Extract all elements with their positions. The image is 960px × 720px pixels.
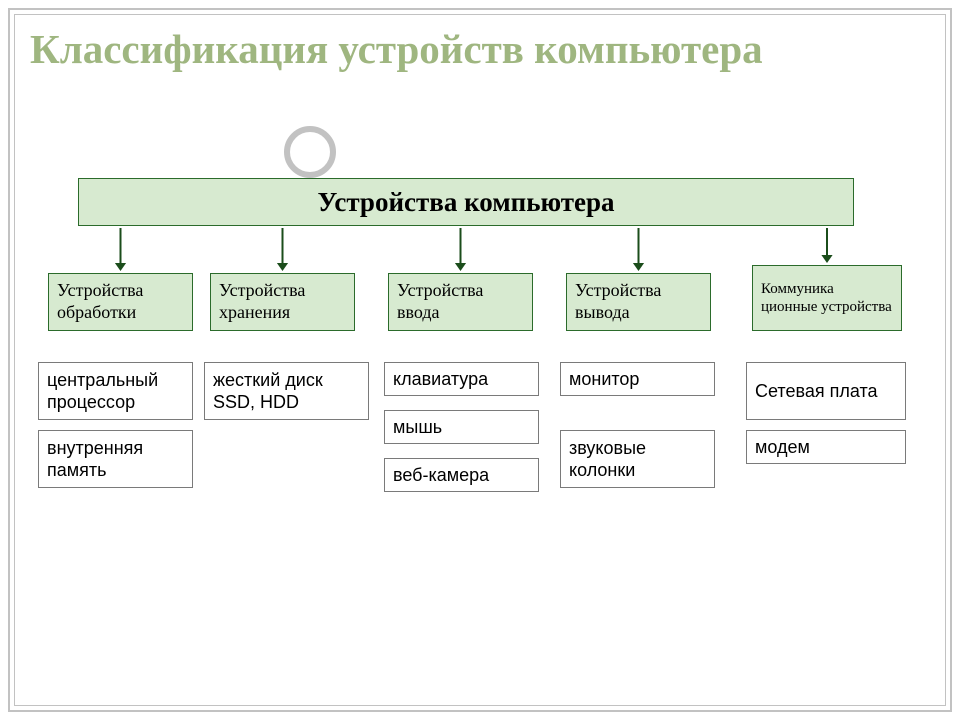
category-node: Коммуника ционные устройства	[752, 265, 902, 331]
item-label: модем	[755, 436, 810, 459]
circle-decoration	[284, 126, 336, 178]
category-node: Устройства ввода	[388, 273, 533, 331]
item-node: мышь	[384, 410, 539, 444]
item-label: Сетевая плата	[755, 380, 878, 403]
item-node: звуковые колонки	[560, 430, 715, 488]
item-label: звуковые колонки	[569, 437, 706, 482]
category-label: Устройства вывода	[575, 280, 702, 323]
item-node: модем	[746, 430, 906, 464]
inner-frame	[14, 14, 946, 706]
category-node: Устройства обработки	[48, 273, 193, 331]
item-node: монитор	[560, 362, 715, 396]
category-node: Устройства вывода	[566, 273, 711, 331]
item-label: внутренняя память	[47, 437, 184, 482]
item-node: Сетевая плата	[746, 362, 906, 420]
item-label: монитор	[569, 368, 639, 391]
item-node: внутренняя память	[38, 430, 193, 488]
slide-title: Классификация устройств компьютера	[30, 26, 763, 73]
category-node: Устройства хранения	[210, 273, 355, 331]
item-node: клавиатура	[384, 362, 539, 396]
root-label: Устройства компьютера	[317, 187, 614, 218]
item-label: мышь	[393, 416, 442, 439]
category-label: Устройства обработки	[57, 280, 184, 323]
item-label: клавиатура	[393, 368, 488, 391]
category-label: Устройства ввода	[397, 280, 524, 323]
item-node: жесткий диск SSD, HDD	[204, 362, 369, 420]
item-label: веб-камера	[393, 464, 489, 487]
item-node: веб-камера	[384, 458, 539, 492]
item-label: жесткий диск SSD, HDD	[213, 369, 360, 414]
category-label: Устройства хранения	[219, 280, 346, 323]
item-label: центральный процессор	[47, 369, 184, 414]
root-node: Устройства компьютера	[78, 178, 854, 226]
item-node: центральный процессор	[38, 362, 193, 420]
category-label: Коммуника ционные устройства	[761, 280, 893, 316]
